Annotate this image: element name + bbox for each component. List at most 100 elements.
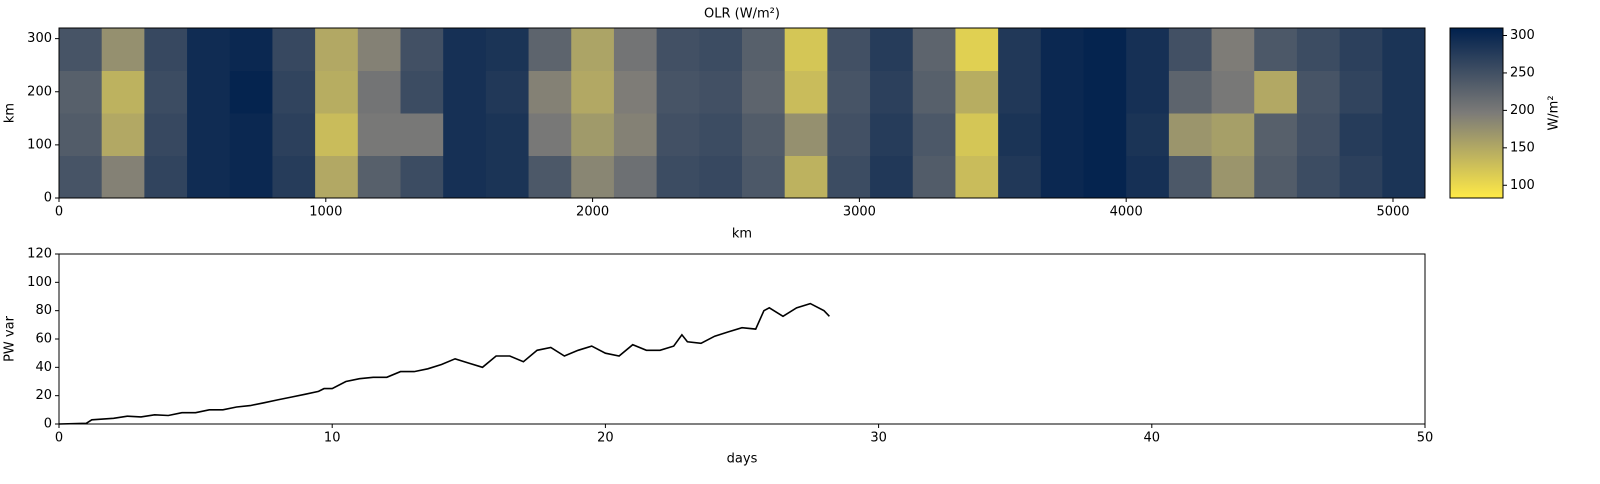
heat-cell bbox=[400, 113, 444, 156]
heat-cell bbox=[955, 113, 999, 156]
heat-cell bbox=[1382, 113, 1426, 156]
heat-cell bbox=[870, 28, 914, 71]
heat-cell bbox=[485, 70, 530, 114]
heat-cell bbox=[101, 113, 145, 156]
heat-cell bbox=[400, 155, 444, 199]
heat-cell bbox=[59, 113, 103, 156]
heat-cell bbox=[144, 113, 188, 156]
y-axis-label: km bbox=[3, 103, 18, 123]
y-tick-label: 0 bbox=[44, 417, 52, 432]
heat-cell bbox=[1211, 28, 1255, 71]
colorbar-label: W/m² bbox=[1547, 95, 1562, 130]
data-line bbox=[58, 302, 830, 425]
heat-cell bbox=[955, 70, 999, 114]
x-tick-label: 0 bbox=[55, 431, 63, 446]
y-axis-label: PW var bbox=[3, 315, 18, 361]
y-tick-label: 60 bbox=[35, 332, 52, 347]
y-tick-label: 20 bbox=[35, 388, 52, 403]
heat-cell bbox=[613, 28, 658, 71]
heat-cell bbox=[742, 70, 786, 114]
heat-cell bbox=[827, 28, 871, 71]
heat-cell bbox=[1040, 28, 1084, 71]
x-tick-label: 30 bbox=[870, 431, 887, 446]
colorbar-tick-label: 250 bbox=[1510, 65, 1535, 80]
heat-cell bbox=[272, 113, 316, 156]
heat-cell bbox=[998, 70, 1042, 114]
heat-cell bbox=[699, 28, 743, 71]
heat-cell bbox=[1083, 28, 1127, 71]
heat-cell bbox=[59, 28, 103, 71]
y-tick-label: 40 bbox=[35, 360, 52, 375]
heat-cell bbox=[528, 113, 572, 156]
heat-cell bbox=[742, 113, 786, 156]
heat-cell bbox=[571, 155, 615, 199]
heat-cell bbox=[229, 70, 273, 114]
x-tick-label: 1000 bbox=[309, 205, 342, 220]
x-tick-label: 40 bbox=[1144, 431, 1161, 446]
y-tick-label: 120 bbox=[27, 247, 52, 262]
heat-cell bbox=[1254, 155, 1298, 199]
heat-cell bbox=[613, 155, 658, 199]
heat-cell bbox=[571, 70, 615, 114]
heat-cell bbox=[870, 70, 914, 114]
heat-cell bbox=[144, 155, 188, 199]
heat-cell bbox=[485, 155, 530, 199]
plot-frame bbox=[58, 253, 1426, 425]
heat-cell bbox=[443, 113, 487, 156]
heat-cell bbox=[1168, 113, 1213, 156]
heat-cell bbox=[955, 155, 999, 199]
heat-cell bbox=[1339, 155, 1383, 199]
heat-cell bbox=[1083, 113, 1127, 156]
heat-cell bbox=[1339, 113, 1383, 156]
x-tick-label: 50 bbox=[1417, 431, 1434, 446]
heat-cell bbox=[59, 155, 103, 199]
heat-cell bbox=[784, 155, 828, 199]
heat-cell bbox=[998, 155, 1042, 199]
heat-cell bbox=[742, 155, 786, 199]
heat-cell bbox=[229, 155, 273, 199]
heat-cell bbox=[1339, 28, 1383, 71]
y-tick-label: 100 bbox=[27, 275, 52, 290]
heat-cell bbox=[1382, 70, 1426, 114]
heat-cell bbox=[912, 28, 956, 71]
heat-cell bbox=[571, 28, 615, 71]
heat-cell bbox=[912, 70, 956, 114]
y-tick-label: 0 bbox=[44, 191, 52, 206]
y-tick-label: 300 bbox=[27, 31, 52, 46]
heat-cell bbox=[912, 113, 956, 156]
heat-cell bbox=[229, 28, 273, 71]
colorbar-tick-label: 200 bbox=[1510, 103, 1535, 118]
heat-cell bbox=[656, 70, 700, 114]
heat-cell bbox=[101, 28, 145, 71]
heat-cell bbox=[784, 70, 828, 114]
heat-cell bbox=[870, 155, 914, 199]
heat-cell bbox=[400, 70, 444, 114]
plot-frame bbox=[58, 27, 1426, 199]
heat-cell bbox=[656, 113, 700, 156]
heat-cell bbox=[528, 70, 572, 114]
heat-cell bbox=[229, 113, 273, 156]
x-tick-label: 0 bbox=[55, 205, 63, 220]
x-tick-label: 2000 bbox=[576, 205, 609, 220]
heat-cell bbox=[59, 70, 103, 114]
heat-cell bbox=[485, 28, 530, 71]
heat-cell bbox=[272, 28, 316, 71]
heat-cell bbox=[1296, 70, 1341, 114]
heat-cell bbox=[1211, 113, 1255, 156]
heat-cell bbox=[1382, 28, 1426, 71]
chart-title: OLR (W/m²) bbox=[704, 7, 780, 22]
x-tick-label: 10 bbox=[324, 431, 341, 446]
heat-cell bbox=[998, 113, 1042, 156]
heat-cell bbox=[443, 70, 487, 114]
heat-cell bbox=[1382, 155, 1426, 199]
y-tick-label: 100 bbox=[27, 137, 52, 152]
y-tick-label: 80 bbox=[35, 303, 52, 318]
heat-cell bbox=[1083, 155, 1127, 199]
heat-cell bbox=[613, 113, 658, 156]
heat-cell bbox=[827, 113, 871, 156]
heat-cell bbox=[1296, 155, 1341, 199]
heat-cell bbox=[357, 113, 401, 156]
heat-cell bbox=[1126, 28, 1170, 71]
heat-cell bbox=[699, 113, 743, 156]
